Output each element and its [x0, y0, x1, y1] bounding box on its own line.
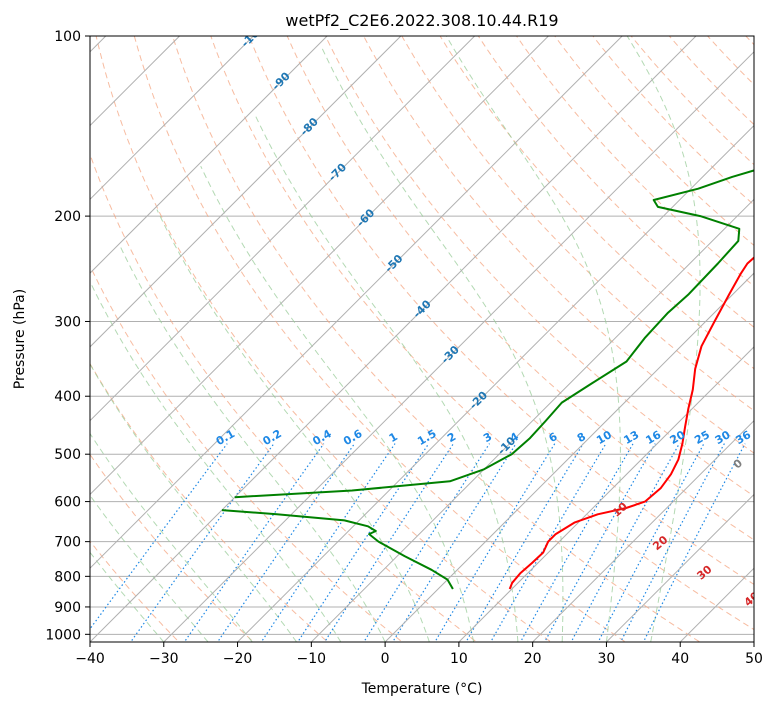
x-tick-label: 0	[381, 651, 390, 667]
isotherm-line	[90, 36, 402, 348]
isotherm-line	[163, 51, 754, 642]
x-tick-label: 10	[450, 651, 468, 667]
mixing-ratio-line	[323, 443, 454, 642]
moist-adiabat-line	[445, 36, 621, 642]
plot-area: 0.10.20.40.611.52346810131620253036-100-…	[90, 36, 754, 642]
y-tick-label: 500	[54, 447, 81, 463]
isotherm-line	[237, 124, 754, 642]
y-axis-ticks: 100 200 300 400 500 600 700 800 900 1000	[45, 29, 90, 643]
dry-adiabat-line	[95, 36, 552, 642]
x-axis-label: Temperature (°C)	[361, 681, 483, 697]
pressure-gridlines	[90, 36, 754, 635]
mixing-ratio-line	[597, 443, 705, 642]
isotherm-line	[458, 346, 754, 642]
y-tick-label: 600	[54, 495, 81, 511]
dry-adiabat-line	[324, 36, 754, 497]
moist-adiabat-line	[156, 209, 430, 642]
x-tick-label: −30	[149, 651, 179, 667]
dry-adiabat-line	[439, 36, 754, 370]
x-tick-label: −40	[75, 651, 105, 667]
mixing-ratio-line	[183, 443, 325, 642]
moist-adiabat-line	[626, 36, 701, 642]
x-tick-label: −20	[223, 651, 253, 667]
y-tick-label: 200	[54, 209, 81, 225]
x-axis-ticks: −40 −30 −20 −10 0 10 20 30 40 50	[75, 642, 763, 667]
isotherm-line	[90, 36, 623, 569]
dry-adiabat-line	[90, 453, 255, 642]
mixing-ratio-line	[260, 443, 396, 642]
dewpoint-line-lower	[221, 509, 454, 590]
isotherms	[90, 36, 754, 642]
temperature-line	[508, 256, 754, 590]
isotherm-line	[90, 36, 697, 642]
chart-title: wetPf2_C2E6.2022.308.10.44.R19	[285, 11, 558, 31]
isotherm-line	[90, 36, 254, 201]
mixing-ratio-line	[620, 443, 725, 642]
isotherm-line	[606, 493, 754, 642]
y-tick-label: 300	[54, 314, 81, 330]
moist-adiabat-line	[119, 246, 386, 642]
isotherm-line	[90, 36, 328, 274]
y-tick-label: 1000	[45, 627, 81, 643]
dry-adiabat-line	[248, 36, 754, 585]
mixing-ratio-line	[570, 443, 680, 642]
moist-adiabat-line	[200, 165, 475, 642]
dry-adiabat-line	[90, 362, 329, 642]
mixing-ratio-line	[465, 443, 584, 642]
plot-frame	[89, 35, 755, 643]
y-tick-label: 100	[54, 29, 81, 45]
moist-adiabat-line	[321, 48, 564, 642]
dry-adiabats	[90, 36, 754, 642]
mixing-ratio-line	[129, 443, 275, 642]
mixing-ratio-lines	[90, 443, 746, 642]
isotherm-line	[90, 36, 476, 422]
dry-adiabat-line	[286, 36, 754, 541]
y-tick-label: 900	[54, 600, 81, 616]
dry-adiabat-line	[210, 36, 754, 631]
dry-adiabat-line	[363, 36, 754, 454]
x-tick-label: 40	[671, 651, 689, 667]
x-tick-label: 50	[745, 651, 763, 667]
y-tick-label: 800	[54, 569, 81, 585]
dry-adiabat-line	[90, 264, 403, 642]
y-tick-label: 700	[54, 535, 81, 551]
mixing-ratio-line	[363, 443, 491, 642]
mixing-ratio-line	[519, 443, 634, 642]
x-tick-label: 20	[524, 651, 542, 667]
mixing-ratio-line	[490, 443, 607, 642]
isotherm-line	[384, 272, 754, 642]
dewpoint-line	[234, 169, 754, 499]
isotherm-line	[90, 36, 549, 496]
mixing-ratio-line	[297, 443, 430, 642]
moist-adiabat-line	[90, 280, 342, 642]
y-axis-label: Pressure (hPa)	[12, 289, 28, 389]
dry-adiabat-line	[401, 36, 754, 412]
isotherm-line	[310, 198, 754, 642]
mixing-ratio-line	[434, 443, 556, 642]
dry-adiabat-line	[133, 36, 627, 642]
profile-series	[221, 169, 754, 590]
isotherm-line	[532, 419, 754, 642]
y-tick-label: 400	[54, 389, 81, 405]
dry-adiabat-line	[90, 152, 478, 642]
x-tick-label: −10	[297, 651, 327, 667]
moist-adiabat-line	[90, 432, 253, 642]
x-tick-label: 30	[598, 651, 616, 667]
